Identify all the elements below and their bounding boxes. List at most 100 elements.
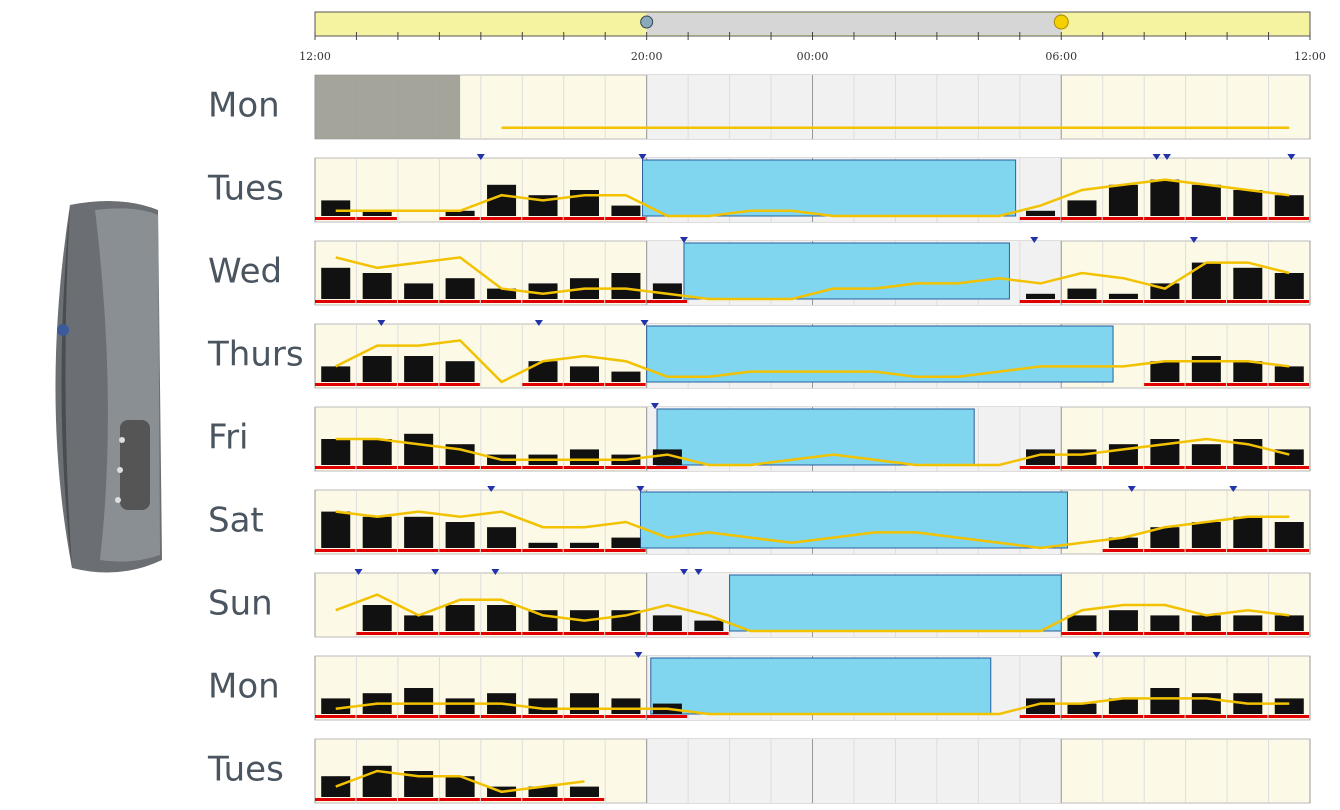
wake-strip — [1227, 383, 1268, 386]
wake-strip — [563, 632, 605, 635]
activity-bar — [362, 605, 392, 631]
wake-strip — [605, 217, 646, 220]
activity-bar — [1233, 190, 1263, 216]
day-label: Fri — [208, 418, 249, 458]
wake-strip — [522, 217, 563, 220]
wake-strip — [1019, 217, 1061, 220]
activity-bar — [1191, 356, 1221, 382]
wake-strip — [439, 466, 480, 469]
event-marker — [650, 403, 659, 409]
wake-strip — [646, 715, 688, 718]
wake-strip — [1268, 217, 1309, 220]
event-marker — [1030, 237, 1039, 243]
wake-strip — [439, 383, 480, 386]
wake-strip — [356, 798, 397, 801]
day-row: Sun — [208, 569, 1311, 638]
wake-strip — [1144, 549, 1185, 552]
event-marker — [1229, 486, 1238, 492]
day-row: Mon — [208, 652, 1311, 721]
activity-bar — [1191, 444, 1221, 465]
wake-strip — [439, 300, 480, 303]
event-marker — [377, 320, 386, 326]
activity-bar — [445, 278, 475, 299]
wake-strip — [439, 715, 480, 718]
wake-strip — [1061, 217, 1102, 220]
activity-bar — [1233, 267, 1263, 299]
wake-strip — [522, 466, 563, 469]
wake-strip — [315, 549, 356, 552]
wake-strip — [315, 466, 356, 469]
wristband — [55, 201, 162, 573]
activity-bar — [321, 200, 351, 216]
wake-strip — [1227, 632, 1268, 635]
wake-strip — [1185, 300, 1227, 303]
light-line — [335, 178, 1290, 218]
activity-bar — [362, 356, 392, 382]
x-tick-label: 00:00 — [797, 50, 829, 63]
activity-bar — [1108, 610, 1138, 631]
day-row: Tues — [207, 154, 1311, 223]
wake-strip — [563, 217, 605, 220]
wake-strip — [1268, 300, 1309, 303]
wake-strip — [563, 383, 605, 386]
activity-bar — [445, 776, 475, 797]
sleep-period — [729, 574, 1062, 632]
activity-bar — [528, 786, 558, 797]
activity-bar — [1026, 698, 1056, 714]
event-marker — [638, 154, 647, 160]
wake-strip — [646, 300, 688, 303]
wake-strip — [439, 549, 480, 552]
activity-bar — [652, 615, 682, 631]
day-row: Tues — [207, 738, 1311, 804]
sleep-period — [646, 325, 1114, 383]
activity-bar — [1191, 522, 1221, 548]
wake-strip — [356, 383, 397, 386]
activity-bar — [652, 449, 682, 465]
activity-bar — [1274, 615, 1304, 631]
wake-strip — [397, 549, 439, 552]
day-row: Mon — [208, 74, 1311, 140]
activity-bar — [445, 361, 475, 382]
event-marker — [431, 569, 440, 575]
wake-strip — [1227, 549, 1268, 552]
wake-strip — [1185, 383, 1227, 386]
light-line — [335, 593, 1290, 633]
event-marker — [1092, 652, 1101, 658]
wake-strip — [439, 217, 480, 220]
activity-bar — [569, 190, 599, 216]
activity-bar — [404, 615, 434, 631]
actigram: 12:00 20:00 00:00 06:00 12:00 Mon Tues Wed Thurs… — [207, 11, 1326, 804]
light-line — [335, 437, 1290, 467]
event-marker — [634, 652, 643, 658]
wake-strip — [1144, 383, 1185, 386]
wake-strip — [1185, 217, 1227, 220]
wake-strip — [522, 549, 563, 552]
activity-bar — [321, 511, 351, 548]
activity-bar — [611, 273, 641, 299]
activity-bar — [1274, 522, 1304, 548]
wake-strip — [1102, 632, 1144, 635]
activity-bar — [362, 210, 392, 216]
wake-strip — [1227, 300, 1268, 303]
day-label: Mon — [208, 667, 280, 707]
day-label: Sun — [208, 584, 273, 624]
day-row: Fri — [208, 403, 1311, 472]
activity-bar — [1067, 449, 1097, 465]
x-tick-label: 12:00 — [1294, 50, 1326, 63]
activity-bar — [404, 356, 434, 382]
event-marker — [640, 320, 649, 326]
wake-strip — [1019, 466, 1061, 469]
activity-bar — [1150, 615, 1180, 631]
sleep-period — [639, 491, 1068, 549]
wake-strip — [605, 466, 646, 469]
wake-strip — [1144, 632, 1185, 635]
wake-strip — [1102, 217, 1144, 220]
wake-strip — [480, 466, 522, 469]
wake-strip — [397, 383, 439, 386]
wake-strip — [1227, 217, 1268, 220]
wake-strip — [1061, 466, 1102, 469]
wake-strip — [522, 715, 563, 718]
wake-strip — [1019, 715, 1061, 718]
sleep-period — [650, 657, 992, 715]
